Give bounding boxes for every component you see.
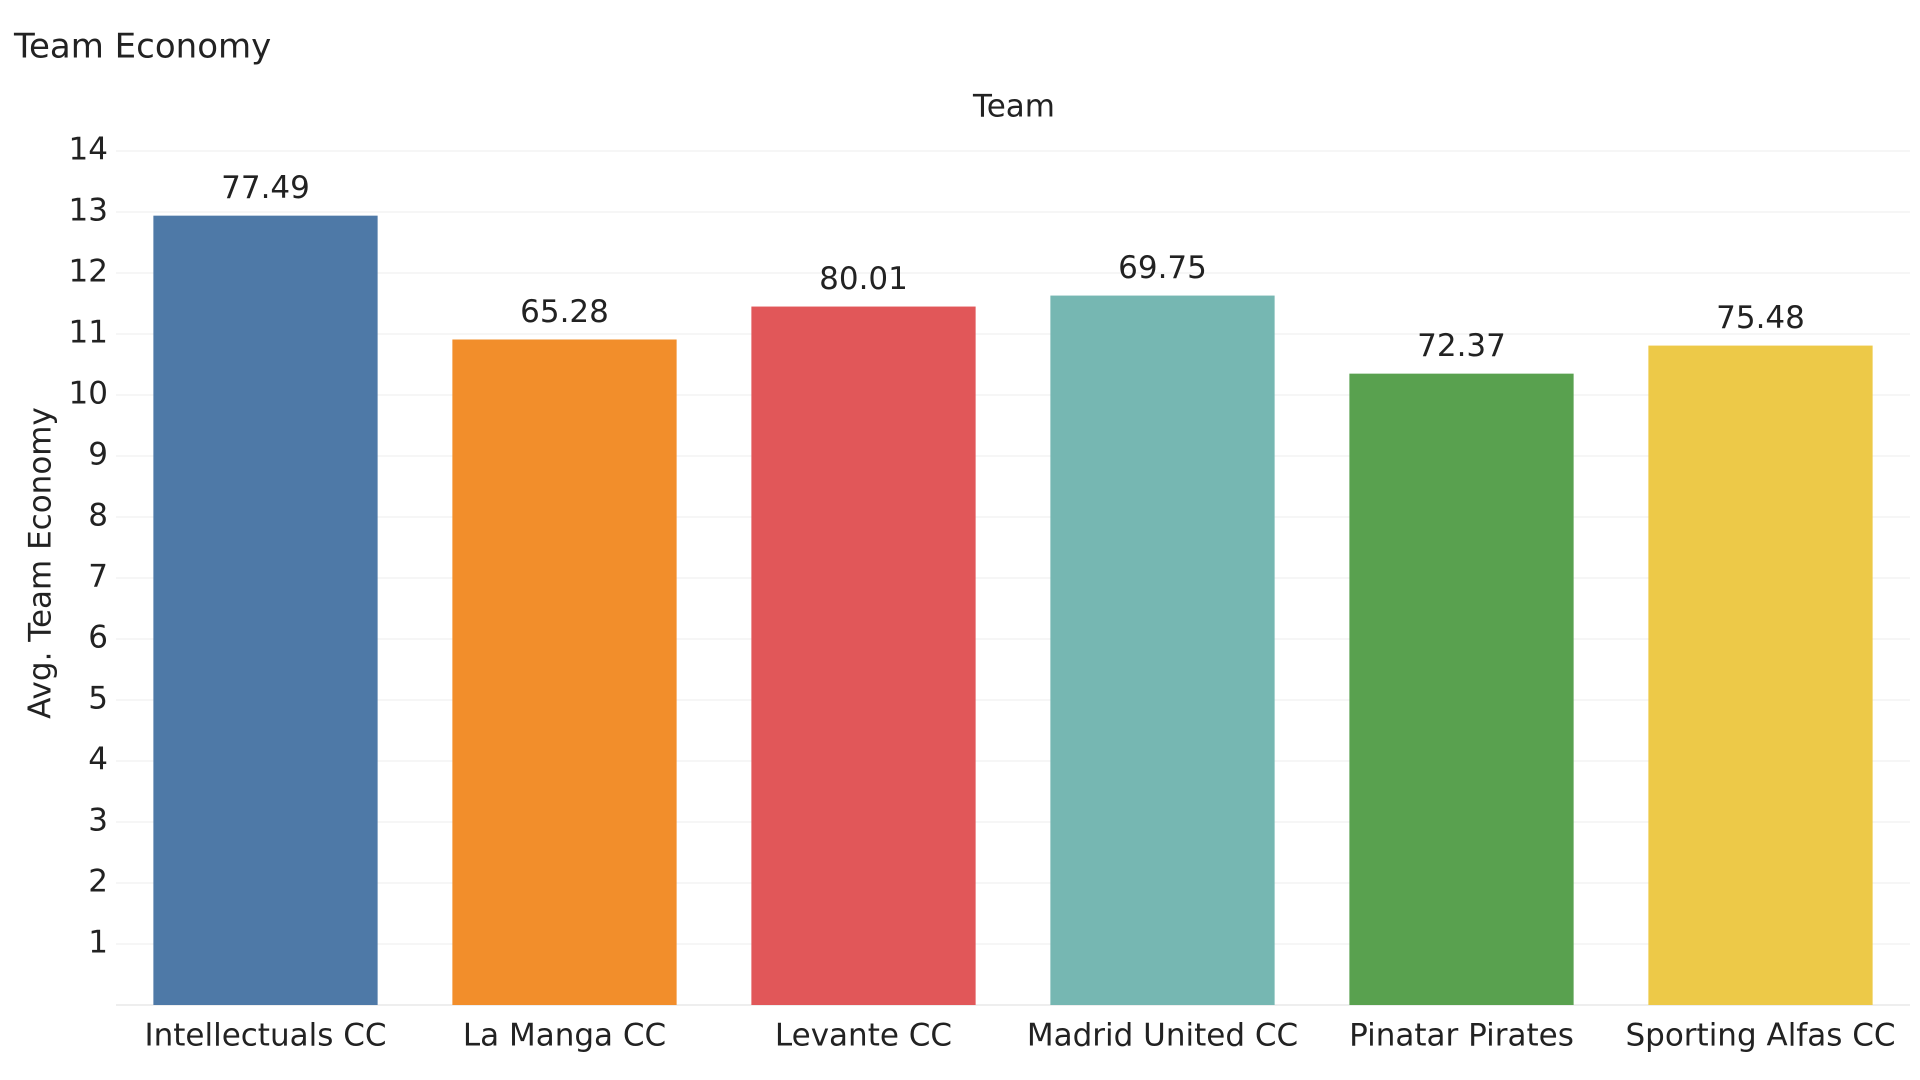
y-tick-label: 13 — [69, 193, 108, 229]
y-tick-label: 12 — [69, 254, 108, 290]
bar — [1648, 345, 1873, 1006]
data-label: 77.49 — [221, 170, 310, 206]
y-tick-label: 5 — [88, 681, 108, 717]
data-label: 72.37 — [1417, 328, 1506, 364]
data-label: 69.75 — [1118, 250, 1207, 286]
bar — [1349, 373, 1574, 1005]
x-tick-label: Levante CC — [775, 1018, 952, 1054]
data-label: 75.48 — [1716, 300, 1805, 336]
y-axis-title: Avg. Team Economy — [23, 407, 59, 719]
y-tick-label: 4 — [88, 742, 108, 778]
y-tick-label: 1 — [88, 925, 108, 961]
bar — [452, 339, 677, 1005]
x-tick-label: Sporting Alfas CC — [1625, 1018, 1895, 1054]
data-label: 80.01 — [819, 261, 908, 297]
y-tick-label: 8 — [88, 498, 108, 534]
y-tick-label: 14 — [69, 132, 108, 168]
x-tick-label: La Manga CC — [463, 1018, 666, 1054]
y-tick-label: 3 — [88, 803, 108, 839]
x-tick-label: Madrid United CC — [1027, 1018, 1298, 1054]
y-tick-label: 2 — [88, 864, 108, 900]
y-tick-label: 9 — [88, 437, 108, 473]
bar — [1050, 295, 1275, 1005]
bar — [751, 306, 976, 1005]
y-tick-label: 7 — [88, 559, 108, 595]
chart-title: Team Economy — [13, 27, 271, 67]
y-tick-label: 11 — [69, 315, 108, 351]
x-tick-label: Pinatar Pirates — [1349, 1018, 1574, 1054]
bar — [153, 215, 378, 1005]
x-axis-title: Team — [972, 89, 1055, 125]
data-label: 65.28 — [520, 294, 609, 330]
y-tick-label: 10 — [69, 376, 108, 412]
y-tick-label: 6 — [88, 620, 108, 656]
x-tick-label: Intellectuals CC — [144, 1018, 386, 1054]
